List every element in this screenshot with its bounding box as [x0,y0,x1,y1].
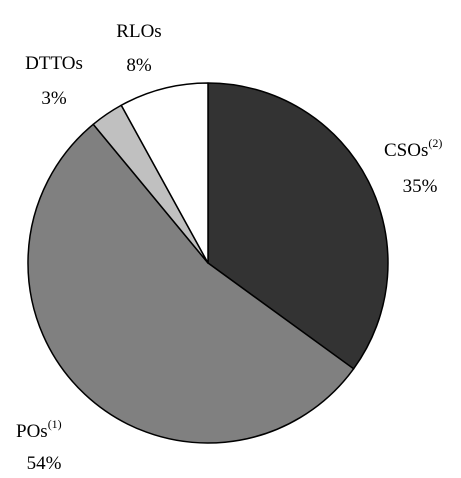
slice-value-dttos: 3% [41,88,67,109]
slice-label-dttos: DTTOs 3% [25,53,83,109]
pie-slice-csos [207,82,389,370]
slice-name-rlos: RLOs [116,21,161,42]
slice-name-csos: CSOs(2) [384,136,442,161]
slice-label-csos: CSOs(2) 35% [384,136,442,197]
slice-value-pos: 54% [27,453,62,473]
pie-slice-rlos [120,82,209,264]
slice-value-rlos: 8% [126,55,152,76]
slice-name-dttos: DTTOs [25,53,83,74]
pie-slices [27,82,389,444]
pie-slice-pos [27,123,355,444]
slice-value-csos: 35% [403,176,438,197]
slice-label-pos: POs(1) 54% [16,417,62,474]
slice-label-rlos: RLOs 8% [116,21,161,76]
slice-name-pos: POs(1) [16,417,62,442]
